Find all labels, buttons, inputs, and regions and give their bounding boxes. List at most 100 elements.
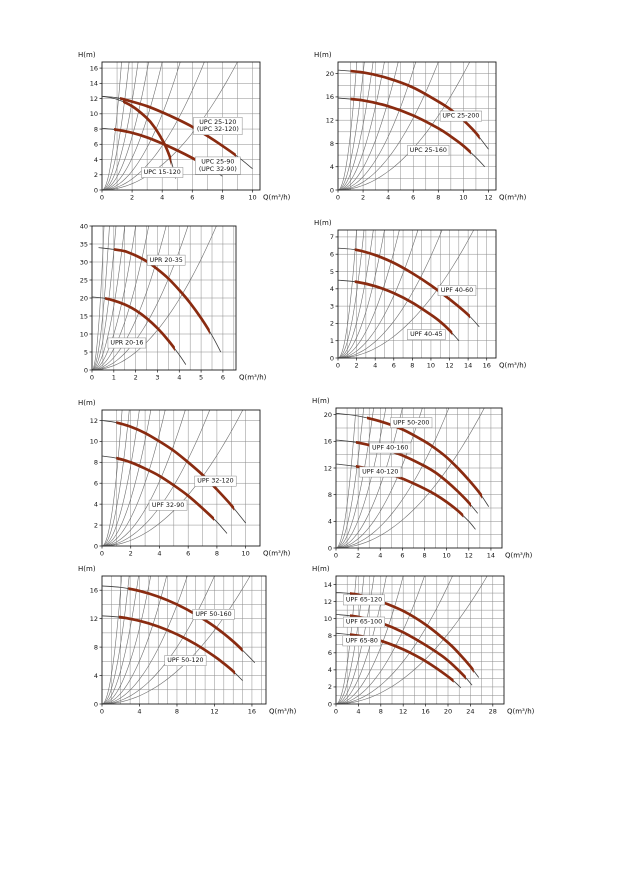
y-axis-title: H(m) <box>78 51 96 59</box>
grid-lines <box>102 576 266 704</box>
curve-label: UPC 15-120 <box>141 167 184 178</box>
load-curve <box>337 229 474 359</box>
chart-upc-25-200: UPC 25-200 UPC 25-160 0 2 4 6 8 10 12 0 4 8 12 16 20 H(… <box>308 46 540 212</box>
grid-lines <box>92 226 236 370</box>
y-tick-label: 8 <box>94 459 98 467</box>
curve-label: UPR 20-16 <box>107 337 147 349</box>
pump-curve-thin-extension <box>335 463 476 530</box>
y-tick-label: 25 <box>80 276 88 284</box>
y-tick-label: 12 <box>90 95 98 103</box>
y-tick-label: 0 <box>328 544 332 552</box>
y-tick-label: 12 <box>324 464 332 472</box>
curve-label-text: UPF 65-80 <box>346 637 378 644</box>
chart-canvas-upf-32-120-32-90: UPF 32-120 UPF 32-90 0 2 4 6 8 10 0 2 4 6 8 10 12 H(m) Q… <box>78 399 291 558</box>
pump-curve-bold <box>120 97 236 158</box>
x-tick-label: 4 <box>356 708 360 716</box>
y-tick-label: 8 <box>328 632 332 640</box>
load-curve <box>337 229 374 359</box>
x-axis-title: Q(m³/h) <box>239 374 267 382</box>
curve-label: UPF 50-120 <box>164 655 207 666</box>
load-curve <box>337 61 417 191</box>
x-tick-label: 4 <box>386 194 390 202</box>
x-tick-label: 6 <box>400 552 404 560</box>
load-curve <box>101 409 130 547</box>
x-tick-label: 6 <box>392 362 396 370</box>
y-tick-label: 6 <box>328 649 332 657</box>
load-curve <box>101 61 163 191</box>
curve-label-text: UPF 50-200 <box>393 419 429 426</box>
x-tick-label: 8 <box>379 708 383 716</box>
load-curve <box>91 225 110 371</box>
curve-label-text: UPF 40-160 <box>372 445 408 452</box>
pump-curve-bold <box>366 416 483 499</box>
y-tick-label: 8 <box>94 643 98 651</box>
load-curve <box>335 407 357 549</box>
load-curve <box>337 61 470 191</box>
y-tick-label: 14 <box>324 581 332 589</box>
axis-ticks: 0 2 4 6 8 10 12 0 4 8 12 16 20 <box>326 70 493 202</box>
x-tick-label: 8 <box>215 550 219 558</box>
y-tick-label: 0 <box>328 700 332 708</box>
load-curve <box>101 61 205 191</box>
y-tick-label: 15 <box>80 312 88 320</box>
y-axis-title: H(m) <box>78 399 96 407</box>
grid-lines <box>338 62 496 190</box>
y-tick-label: 10 <box>90 438 98 446</box>
y-tick-label: 4 <box>330 163 334 171</box>
load-curve <box>91 225 136 371</box>
curve-label: UPF 65-100 <box>343 616 385 628</box>
x-axis-title: Q(m³/h) <box>505 552 533 560</box>
curve-label-text: UPF 65-120 <box>346 596 382 603</box>
curve-label-text: UPF 40-45 <box>410 331 442 338</box>
y-tick-label: 12 <box>90 615 98 623</box>
x-tick-label: 4 <box>373 362 377 370</box>
x-tick-label: 4 <box>160 194 164 202</box>
x-tick-label: 6 <box>186 550 190 558</box>
y-tick-label: 16 <box>90 587 98 595</box>
x-tick-label: 2 <box>130 194 134 202</box>
curve-label: UPF 65-80 <box>342 635 381 647</box>
plot-border <box>101 409 261 547</box>
chart-upr-20: UPR 20-35 UPR 20-16 0 1 2 3 4 5 6 0 5 10 15 20 25 30 35 4… <box>62 210 280 392</box>
load-curve <box>337 61 399 191</box>
axis-ticks: 0 2 4 6 8 10 12 14 0 4 8 12 16 20 <box>324 411 495 560</box>
curve-label: UPC 25-160 <box>407 145 450 156</box>
y-tick-label: 2 <box>330 320 334 328</box>
curve-label-text: UPR 20-35 <box>150 257 183 264</box>
load-curve <box>101 61 181 191</box>
y-tick-label: 20 <box>324 411 332 419</box>
load-curve <box>101 575 167 705</box>
y-axis-title: H(m) <box>312 565 330 573</box>
load-curve <box>101 575 188 705</box>
pump-curve-thin-extension <box>101 455 228 534</box>
load-curve <box>335 575 387 705</box>
y-axis-title: H(m) <box>312 397 330 405</box>
x-axis-title: Q(m³/h) <box>269 708 297 716</box>
x-tick-label: 6 <box>411 194 415 202</box>
load-curve <box>337 229 385 359</box>
x-tick-label: 16 <box>483 362 491 370</box>
plot-border <box>101 61 261 191</box>
x-axis-title: Q(m³/h) <box>499 194 527 202</box>
y-tick-label: 0 <box>94 542 98 550</box>
x-tick-label: 5 <box>199 374 203 382</box>
load-curve <box>101 409 186 547</box>
y-tick-label: 0 <box>94 700 98 708</box>
load-curve <box>91 225 217 371</box>
x-tick-label: 10 <box>443 552 451 560</box>
curve-label-text: UPC 25-200 <box>442 113 479 120</box>
x-tick-label: 4 <box>378 552 382 560</box>
x-tick-label: 12 <box>484 194 492 202</box>
x-tick-label: 2 <box>129 550 133 558</box>
y-axis-title: H(m) <box>314 219 332 227</box>
plot-border <box>337 229 497 359</box>
load-curve <box>101 575 122 705</box>
load-curve <box>101 409 123 547</box>
y-tick-label: 4 <box>94 156 98 164</box>
x-tick-label: 0 <box>334 708 338 716</box>
x-tick-label: 8 <box>175 708 179 716</box>
y-tick-label: 16 <box>324 438 332 446</box>
curve-label-text: (UPC 32-120) <box>197 126 239 133</box>
